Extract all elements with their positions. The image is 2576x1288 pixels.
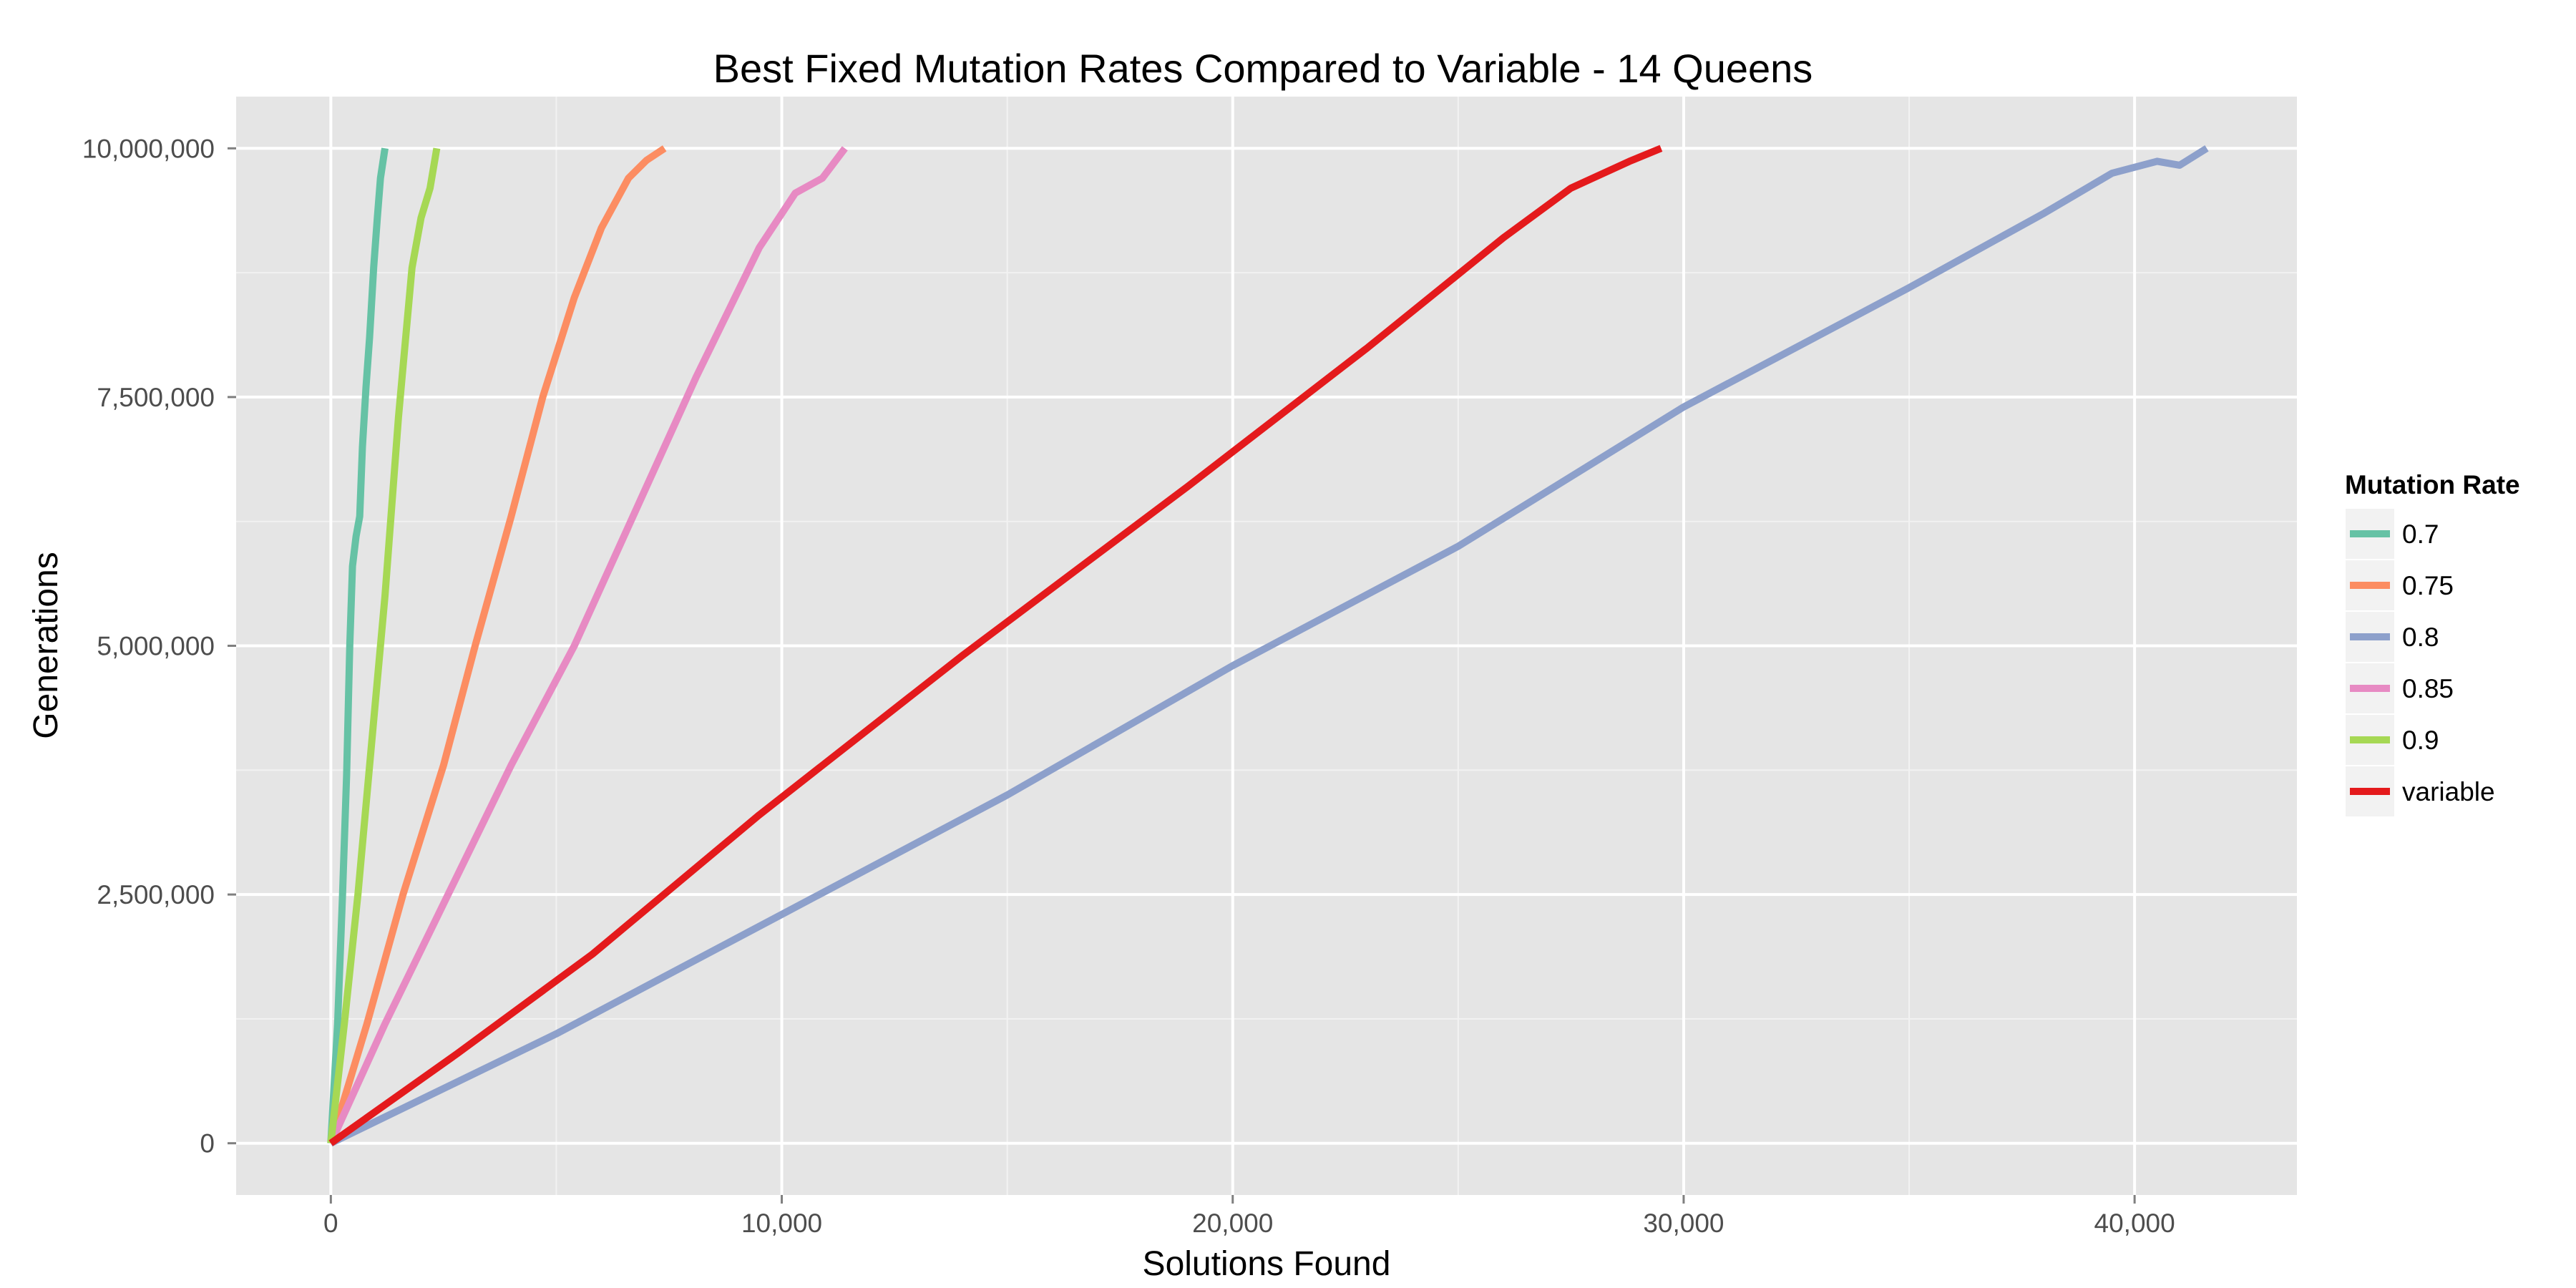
legend-item: variable [2344,765,2495,818]
series-line-variable [328,145,1663,1146]
x-axis: 0 10,000 20,000 30,000 40,000 [323,1195,2175,1238]
legend-item: 0.85 [2344,662,2454,715]
legend-label: 0.8 [2402,623,2439,652]
y-tick-label: 0 [200,1129,215,1158]
series-line-0-75 [327,145,667,1145]
x-tick-label: 0 [323,1209,338,1238]
legend-item: 0.7 [2344,507,2439,560]
y-axis: 0 2,500,000 5,000,000 7,500,000 10,000,000 [82,134,236,1158]
x-tick-label: 40,000 [2094,1209,2175,1238]
y-tick-label: 5,000,000 [97,632,215,661]
series-lines [327,145,2209,1147]
legend-label: 0.75 [2402,571,2454,600]
x-tick-label: 10,000 [741,1209,822,1238]
legend-title: Mutation Rate [2345,470,2520,499]
series-line-0-8 [329,145,2209,1147]
legend-item: 0.8 [2344,610,2439,663]
series-line-0-9 [327,147,441,1144]
legend-item: 0.9 [2344,713,2439,766]
series-line-0-85 [327,146,848,1145]
series-line-0-7 [327,147,389,1143]
x-tick-label: 30,000 [1643,1209,1724,1238]
legend-item: 0.75 [2344,559,2454,612]
y-tick-label: 7,500,000 [97,383,215,412]
chart-title: Best Fixed Mutation Rates Compared to Va… [713,46,1813,91]
y-axis-title: Generations [27,552,65,739]
legend-label: variable [2402,777,2495,806]
legend: Mutation Rate 0.7 0.75 0.8 0.85 0.9 variable [2344,470,2520,818]
y-tick-label: 10,000,000 [82,134,215,163]
x-tick-label: 20,000 [1192,1209,1273,1238]
legend-label: 0.85 [2402,674,2454,703]
x-axis-title: Solutions Found [1143,1245,1391,1283]
legend-items: 0.7 0.75 0.8 0.85 0.9 variable [2344,507,2495,818]
y-tick-label: 2,500,000 [97,880,215,909]
major-gridlines [236,97,2297,1195]
legend-label: 0.7 [2402,519,2439,549]
legend-label: 0.9 [2402,726,2439,755]
